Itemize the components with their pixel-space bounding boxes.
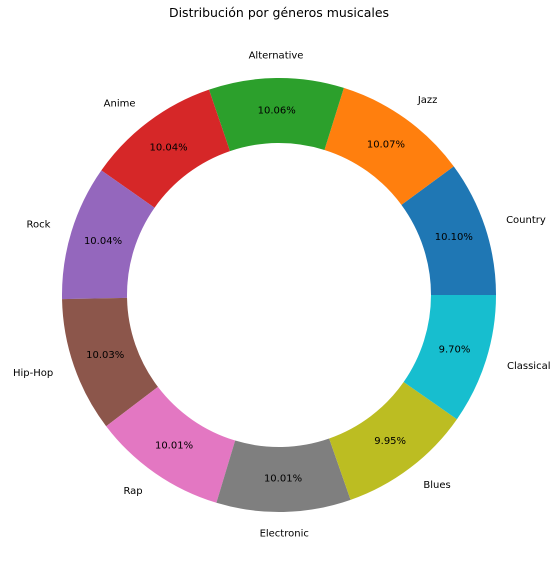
category-label-rap: Rap [123,486,142,497]
category-label-anime: Anime [104,98,136,109]
category-labels: Country Jazz Alternative Anime Rock Hip-Hop Ra… [13,51,551,540]
category-label-hip-hop: Hip-Hop [13,368,53,379]
pct-label-alternative: 10.06% [258,106,296,117]
pct-label-electronic: 10.01% [264,473,302,484]
donut-slices [62,78,496,512]
slice-electronic [216,438,351,512]
category-label-alternative: Alternative [249,51,304,62]
pct-label-rap: 10.01% [155,441,193,452]
pct-label-rock: 10.04% [84,236,122,247]
pct-label-blues: 9.95% [374,436,406,447]
slice-classical [403,295,496,420]
category-label-country: Country [506,215,546,226]
category-label-blues: Blues [423,480,450,491]
slice-hip-hop [62,297,158,427]
slice-anime [101,89,230,208]
pct-label-country: 10.10% [435,232,473,243]
slice-blues [329,382,457,500]
slice-rap [106,386,236,503]
category-label-electronic: Electronic [260,528,309,539]
pct-label-classical: 9.70% [439,345,471,356]
pct-label-jazz: 10.07% [367,140,405,151]
slice-rock [62,170,155,300]
category-label-classical: Classical [507,361,551,372]
slice-jazz [324,87,454,205]
percentage-labels: 10.10% 10.07% 10.06% 10.04% 10.04% 10.03% 10.0… [84,106,473,485]
slice-country [401,166,496,295]
pct-label-hip-hop: 10.03% [86,350,124,361]
category-label-rock: Rock [27,220,51,231]
category-label-jazz: Jazz [417,95,438,106]
pct-label-anime: 10.04% [149,142,187,153]
slice-alternative [209,78,344,152]
chart-title: Distribución por géneros musicales [169,5,389,20]
